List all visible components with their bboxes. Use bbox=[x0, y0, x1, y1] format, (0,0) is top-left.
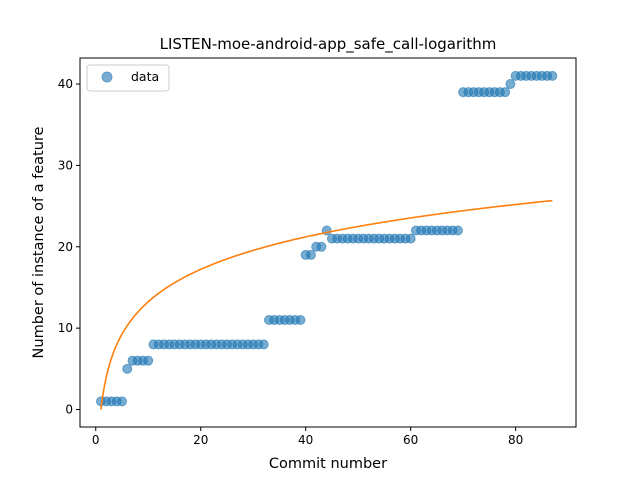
data-point bbox=[305, 249, 316, 260]
x-tick-label: 40 bbox=[298, 433, 313, 447]
data-point bbox=[295, 315, 306, 326]
x-tick-label: 80 bbox=[508, 433, 523, 447]
legend-box bbox=[86, 64, 170, 92]
x-tick-label: 20 bbox=[193, 433, 208, 447]
y-tick-label: 40 bbox=[58, 77, 73, 91]
y-tick-label: 0 bbox=[65, 403, 73, 417]
y-tick-label: 20 bbox=[58, 240, 73, 254]
x-axis-label: Commit number bbox=[269, 456, 387, 472]
data-point bbox=[316, 241, 327, 252]
data-point bbox=[122, 363, 133, 374]
fit-curve bbox=[100, 199, 553, 410]
x-axis-ticks: 0 20 40 60 80 bbox=[92, 427, 523, 447]
legend-marker-data bbox=[101, 71, 113, 83]
data-point bbox=[547, 70, 558, 81]
y-tick-label: 10 bbox=[58, 321, 73, 335]
data-point bbox=[143, 355, 154, 366]
y-tick-label: 30 bbox=[58, 158, 73, 172]
data-point bbox=[505, 79, 516, 90]
x-tick-label: 0 bbox=[92, 433, 100, 447]
data-point bbox=[116, 396, 127, 407]
legend-label-data: data bbox=[131, 69, 159, 84]
y-axis-ticks: 0 10 20 30 40 bbox=[58, 77, 80, 417]
plot-area bbox=[95, 70, 558, 410]
data-point bbox=[500, 87, 511, 98]
x-tick-label: 60 bbox=[403, 433, 418, 447]
data-point bbox=[405, 233, 416, 244]
data-point bbox=[452, 225, 463, 236]
plot-frame bbox=[79, 57, 577, 428]
chart-title: LISTEN-moe-android-app_safe_call-logarit… bbox=[160, 35, 497, 54]
legend: data bbox=[86, 64, 170, 92]
data-point bbox=[258, 339, 269, 350]
y-axis-label: Number of instance of a feature bbox=[31, 126, 47, 358]
